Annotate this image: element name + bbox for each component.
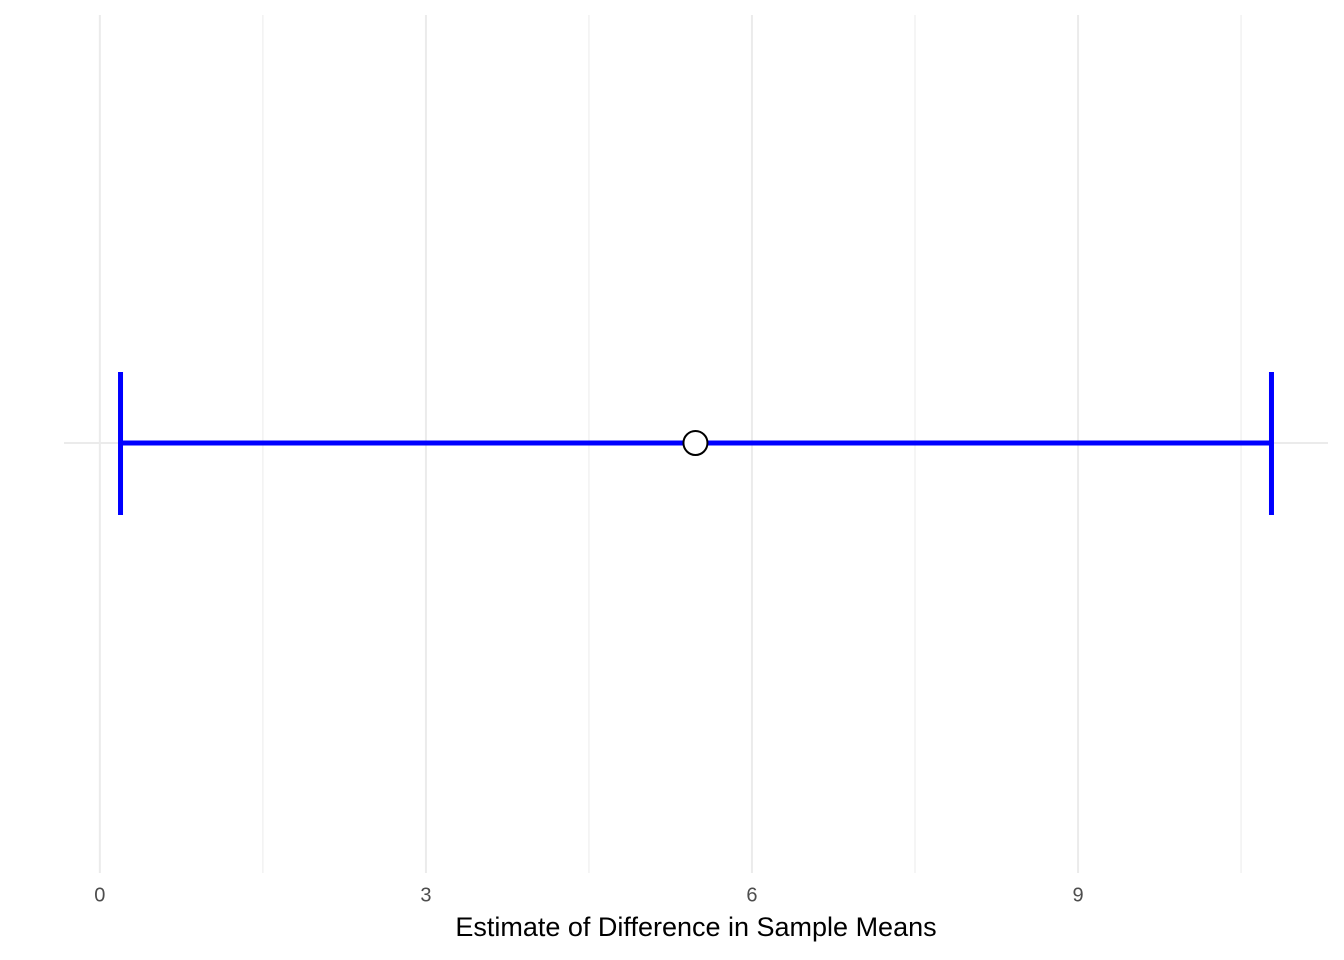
x-axis-title: Estimate of Difference in Sample Means bbox=[455, 912, 936, 942]
x-tick-label: 9 bbox=[1072, 884, 1083, 906]
x-tick-label: 0 bbox=[94, 884, 105, 906]
x-tick-label: 6 bbox=[746, 884, 757, 906]
estimate-point bbox=[682, 430, 709, 456]
x-tick-label: 3 bbox=[420, 884, 431, 906]
